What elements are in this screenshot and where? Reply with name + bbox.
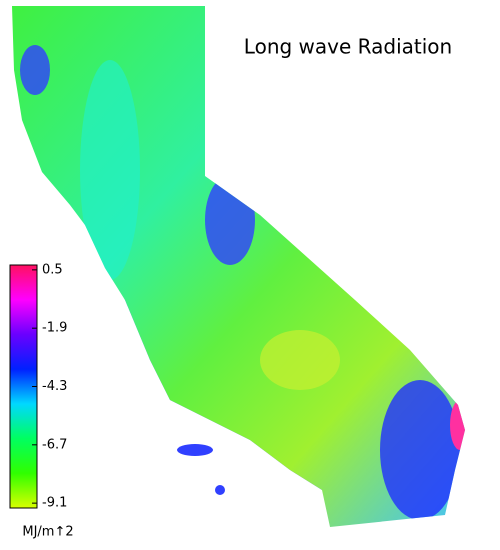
title: Long wave Radiation — [244, 35, 452, 59]
colorbar-tick-label: -6.7 — [42, 437, 67, 452]
colorbar: 0.5 -1.9 -4.3 -6.7 -9.1 — [9, 262, 67, 511]
colorbar-tick-label: -1.9 — [42, 321, 67, 336]
colorbar-tick-label: -4.3 — [42, 379, 67, 394]
colorbar-unit: MJ/m↑2 — [22, 525, 73, 540]
california-map — [12, 6, 465, 527]
colorbar-tick-label: -9.1 — [42, 496, 67, 511]
colorbar-tick-label: 0.5 — [42, 262, 63, 277]
